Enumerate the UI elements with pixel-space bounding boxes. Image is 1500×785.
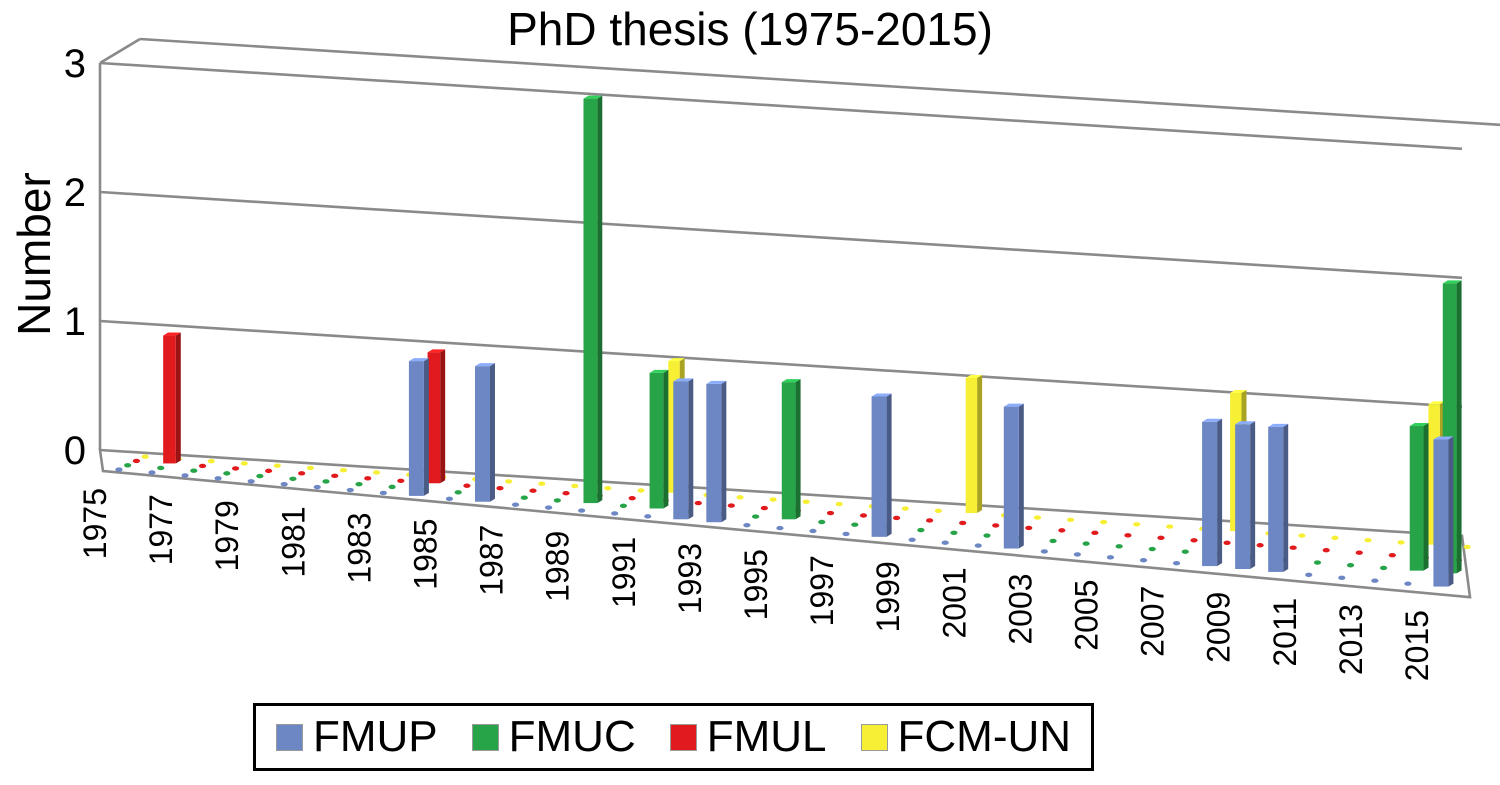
bar-FMUC-1989 — [583, 95, 603, 504]
svg-text:2003: 2003 — [1002, 573, 1038, 644]
svg-text:1977: 1977 — [143, 494, 179, 565]
svg-text:1993: 1993 — [672, 543, 708, 614]
svg-text:1983: 1983 — [341, 512, 377, 583]
bar-FMUP-1984 — [408, 358, 429, 496]
legend-label-fcmun: FCM-UN — [897, 712, 1072, 761]
bar-FMUP-2015 — [1433, 436, 1454, 587]
x-axis-ticks: 1975 1977 1979 1981 1983 1985 1987 1989 1991 1993… — [77, 488, 1435, 681]
svg-text:0: 0 — [64, 429, 86, 473]
bars — [163, 95, 1462, 587]
bar-FMUP-2008 — [1202, 418, 1223, 567]
svg-text:1989: 1989 — [540, 531, 576, 602]
svg-text:2007: 2007 — [1135, 586, 1171, 657]
legend-item-fmuc: FMUC — [471, 712, 636, 762]
bar-FMUL-1984 — [427, 349, 446, 484]
svg-text:1987: 1987 — [474, 525, 510, 596]
svg-text:1: 1 — [64, 300, 86, 344]
svg-text:2001: 2001 — [936, 567, 972, 638]
legend: FMUP FMUC FMUL FCM-UN — [253, 703, 1095, 771]
svg-text:1975: 1975 — [77, 488, 113, 559]
bar-FMUP-2010 — [1268, 423, 1289, 572]
y-axis-ticks: 0 1 2 3 — [64, 42, 86, 473]
legend-label-fmup: FMUP — [313, 712, 438, 761]
svg-text:2013: 2013 — [1333, 604, 1369, 675]
svg-text:2: 2 — [64, 171, 86, 215]
bar-FMUP-1986 — [474, 363, 495, 502]
svg-text:1995: 1995 — [738, 549, 774, 620]
legend-label-fmul: FMUL — [706, 712, 827, 761]
svg-text:2009: 2009 — [1201, 592, 1237, 663]
legend-swatch-fmuc-icon — [471, 723, 499, 751]
bar-FCM-UN-2000 — [965, 374, 983, 514]
bar-FMUP-1993 — [706, 380, 727, 523]
bar-FMUP-2009 — [1235, 421, 1256, 570]
bar-FMUC-1995 — [781, 379, 801, 520]
legend-label-fmuc: FMUC — [508, 712, 636, 761]
legend-item-fmul: FMUL — [669, 712, 827, 762]
chart-title: PhD thesis (1975-2015) — [507, 3, 993, 55]
legend-swatch-fmul-icon — [669, 723, 697, 751]
svg-text:1999: 1999 — [870, 561, 906, 632]
svg-text:3: 3 — [64, 42, 86, 86]
bar-FMUP-2002 — [1003, 403, 1024, 549]
svg-text:2005: 2005 — [1069, 580, 1105, 651]
legend-item-fcmun: FCM-UN — [860, 712, 1072, 762]
svg-text:1991: 1991 — [606, 537, 642, 608]
legend-swatch-fcmun-icon — [860, 723, 888, 751]
bar-FMUC-2014 — [1409, 423, 1429, 571]
svg-text:1981: 1981 — [275, 506, 311, 577]
svg-text:1997: 1997 — [804, 555, 840, 626]
bar-FMUL-1976 — [163, 332, 181, 464]
legend-item-fmup: FMUP — [276, 712, 438, 762]
bar-FMUP-1998 — [871, 393, 892, 537]
svg-text:2011: 2011 — [1267, 598, 1303, 667]
svg-text:2015: 2015 — [1399, 610, 1435, 681]
bar-FMUP-1992 — [673, 378, 694, 520]
svg-text:1985: 1985 — [408, 519, 444, 590]
legend-swatch-fmup-icon — [276, 723, 303, 751]
bar-FMUC-1991 — [649, 369, 669, 509]
svg-text:1979: 1979 — [209, 500, 245, 571]
